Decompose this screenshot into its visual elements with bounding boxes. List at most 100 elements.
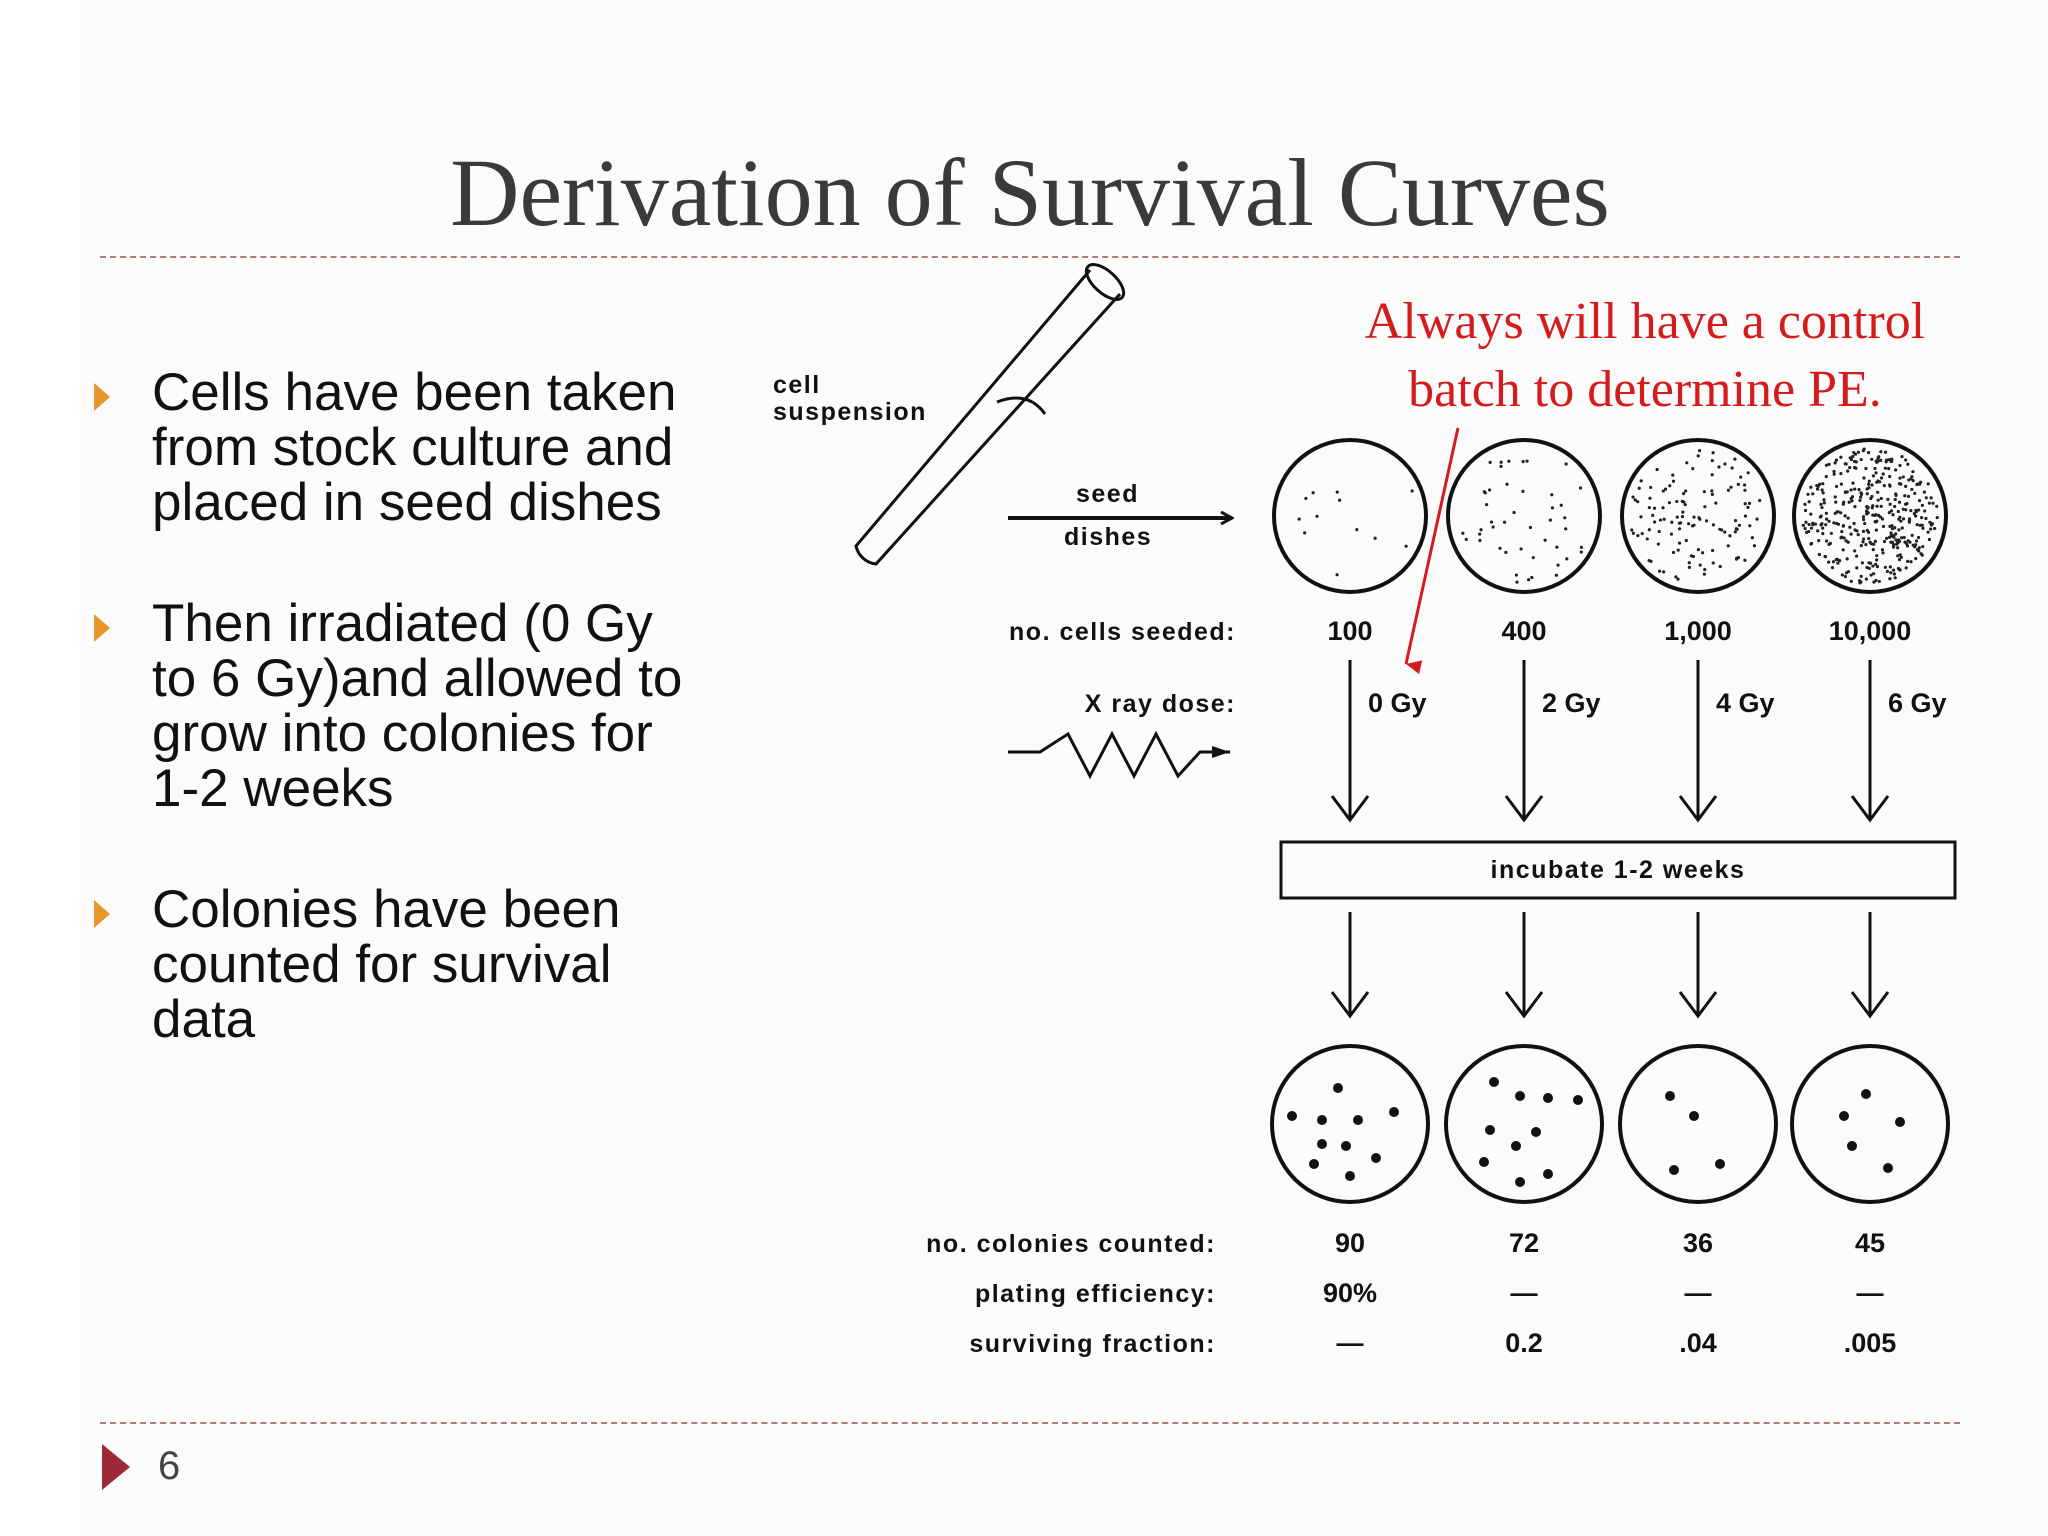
bullet-text: Colonies have been counted for survival …	[152, 880, 621, 1049]
colony-dot	[1309, 1159, 1319, 1169]
bullet-item: Cells have been taken from stock culture…	[80, 365, 780, 530]
test-tube-icon	[854, 263, 1126, 566]
colony-dot	[1531, 1127, 1541, 1137]
colony-dish	[1618, 1044, 1778, 1204]
incubate-box	[1279, 840, 1957, 900]
colony-dot	[1665, 1091, 1675, 1101]
colonies-counted-value: 72	[1509, 1228, 1539, 1258]
arrowhead-icon	[1504, 795, 1544, 823]
page-number: 6	[158, 1444, 181, 1488]
plating-efficiency-label: plating efficiency:	[975, 1280, 1216, 1308]
colony-dot	[1883, 1163, 1893, 1173]
bullet-arrow-icon	[94, 900, 110, 928]
plating-efficiency-value: —	[1857, 1278, 1884, 1308]
dose-value: 0 Gy	[1368, 688, 1427, 718]
cells-seeded-value: 1,000	[1664, 616, 1732, 646]
seeded-dish	[1792, 438, 1948, 594]
cells-seeded-value: 10,000	[1829, 616, 1912, 646]
arrowhead-icon	[1678, 991, 1718, 1019]
arrowhead-icon	[1330, 795, 1370, 823]
surviving-fraction-value: .04	[1679, 1328, 1717, 1358]
surviving-fraction-value: .005	[1844, 1328, 1897, 1358]
bullet-list: Cells have been taken from stock culture…	[80, 365, 780, 1113]
colony-dot	[1489, 1077, 1499, 1087]
bullet-item: Then irradiated (0 Gy to 6 Gy)and allowe…	[80, 596, 780, 816]
footer-divider	[100, 1422, 1960, 1424]
dose-value: 2 Gy	[1542, 688, 1601, 718]
colony-dot	[1389, 1107, 1399, 1117]
colony-dot	[1543, 1169, 1553, 1179]
xray-wave-arrow-icon	[1008, 730, 1230, 780]
surviving-fraction-value: 0.2	[1505, 1328, 1543, 1358]
tube-label: suspension	[773, 398, 927, 426]
bullet-item: Colonies have been counted for survival …	[80, 882, 780, 1047]
dose-value: 4 Gy	[1716, 688, 1775, 718]
bullet-arrow-icon	[94, 614, 110, 642]
annotation-text: batch to determine PE.	[1408, 361, 1882, 418]
plating-efficiency-value: —	[1685, 1278, 1712, 1308]
seed-label: seed	[1076, 480, 1139, 508]
colony-dish	[1444, 1044, 1604, 1204]
colonies-counted-value: 36	[1683, 1228, 1713, 1258]
surviving-fraction-value: —	[1337, 1328, 1364, 1358]
bullet-arrow-icon	[94, 383, 110, 411]
colony-dot	[1669, 1165, 1679, 1175]
colony-dot	[1515, 1177, 1525, 1187]
colony-dot	[1333, 1083, 1343, 1093]
tube-label: cell	[773, 371, 821, 399]
colony-dot	[1689, 1111, 1699, 1121]
bullet-text: Then irradiated (0 Gy to 6 Gy)and allowe…	[152, 594, 683, 818]
arrowhead-icon	[1850, 991, 1890, 1019]
seeded-dish	[1446, 438, 1602, 594]
colonies-counted-label: no. colonies counted:	[926, 1230, 1216, 1258]
colonies-counted-value: 90	[1335, 1228, 1365, 1258]
title-divider	[100, 256, 1960, 258]
cells-seeded-value: 100	[1327, 616, 1372, 646]
colony-dot	[1287, 1111, 1297, 1121]
colony-dish	[1790, 1044, 1950, 1204]
colony-dishes	[1270, 1044, 1950, 1204]
annotation-arrow	[1404, 427, 1460, 675]
colony-dot	[1515, 1091, 1525, 1101]
surviving-fraction-label: surviving fraction:	[969, 1330, 1216, 1358]
colony-dot	[1479, 1157, 1489, 1167]
arrowhead-icon	[1678, 795, 1718, 823]
plating-efficiency-value: —	[1511, 1278, 1538, 1308]
incubate-label: incubate 1-2 weeks	[1491, 856, 1746, 884]
colony-dot	[1317, 1139, 1327, 1149]
cells-seeded-label: no. cells seeded:	[1009, 618, 1236, 646]
colony-dot	[1353, 1115, 1363, 1125]
plating-efficiency-value: 90%	[1323, 1278, 1377, 1308]
colony-dish	[1270, 1044, 1430, 1204]
colony-dot	[1543, 1093, 1553, 1103]
seed-label: dishes	[1064, 523, 1152, 551]
colony-dot	[1341, 1141, 1351, 1151]
colony-dot	[1345, 1171, 1355, 1181]
seeded-dish	[1620, 438, 1776, 594]
colony-dot	[1317, 1115, 1327, 1125]
xray-dose-label: X ray dose:	[1085, 690, 1236, 718]
annotation-text: Always will have a control	[1365, 293, 1925, 350]
colony-dot	[1371, 1153, 1381, 1163]
seeded-dishes	[1272, 438, 1948, 594]
colony-dot	[1895, 1117, 1905, 1127]
dose-value: 6 Gy	[1888, 688, 1947, 718]
bullet-text: Cells have been taken from stock culture…	[152, 363, 677, 532]
arrowhead-icon	[1504, 991, 1544, 1019]
cells-seeded-value: 400	[1501, 616, 1546, 646]
slide-title: Derivation of Survival Curves	[450, 139, 1610, 246]
dish-columns: 100 0 Gy 90 90% — 400 2 Gy 72 — 0.2 1,000 4 Gy 36 — .0…	[1323, 616, 1947, 1358]
colony-dot	[1511, 1141, 1521, 1151]
colony-dot	[1861, 1089, 1871, 1099]
arrowhead-icon	[1330, 991, 1370, 1019]
seeded-dish	[1272, 438, 1428, 594]
colony-dot	[1839, 1111, 1849, 1121]
footer-arrow-icon	[102, 1444, 130, 1490]
colony-dot	[1715, 1159, 1725, 1169]
arrowhead-icon	[1850, 795, 1890, 823]
colony-dot	[1573, 1095, 1583, 1105]
colony-dot	[1847, 1141, 1857, 1151]
colonies-counted-value: 45	[1855, 1228, 1885, 1258]
